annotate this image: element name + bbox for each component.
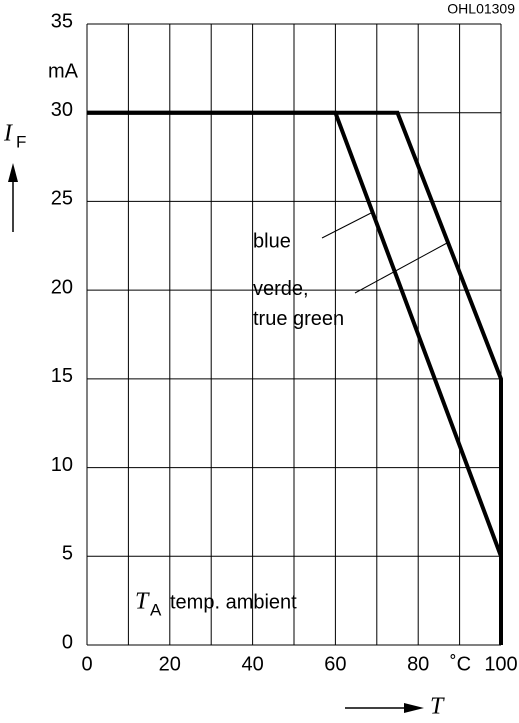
y-tick-label: 15: [51, 365, 73, 387]
annotation-sub: A: [150, 600, 162, 619]
figure-code: OHL01309: [447, 1, 515, 17]
annotation: T: [135, 589, 150, 615]
y-unit: mA: [48, 60, 79, 82]
x-tick-label: 100: [484, 653, 517, 675]
y-tick-label: 25: [51, 188, 73, 210]
x-tick-label: 20: [159, 653, 181, 675]
y-label-sub: F: [16, 132, 26, 151]
x-tick-label: 40: [241, 653, 263, 675]
x-unit: ˚C: [450, 653, 471, 675]
x-arrowhead: [404, 703, 424, 713]
annotation-text: temp. ambient: [170, 591, 297, 613]
series-label: blue: [253, 230, 291, 252]
y-tick-label: 5: [62, 543, 73, 565]
y-tick-label: 20: [51, 276, 73, 298]
leader-line: [321, 211, 374, 239]
x-label: T: [430, 694, 445, 720]
y-tick-label: 10: [51, 454, 73, 476]
series-line: [87, 110, 503, 645]
y-arrowhead: [8, 163, 18, 182]
leader-line: [354, 242, 448, 294]
x-tick-label: 80: [407, 653, 429, 675]
y-tick-label: 35: [51, 10, 73, 32]
y-tick-label: 0: [62, 631, 73, 653]
x-tick-label: 0: [81, 653, 92, 675]
series-label: verde, true green: [253, 278, 344, 330]
y-label: I: [3, 121, 13, 147]
x-tick-label: 60: [324, 653, 346, 675]
y-tick-label: 30: [51, 99, 73, 121]
